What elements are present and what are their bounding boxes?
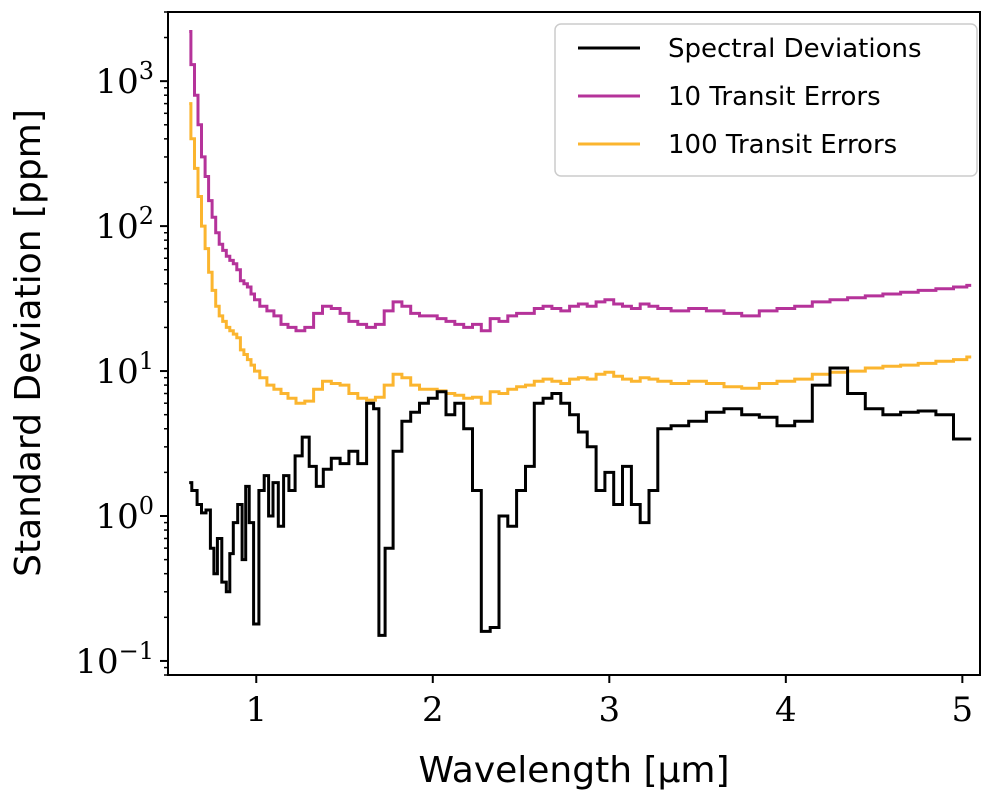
x-axis-label: Wavelength [µm] bbox=[418, 750, 729, 791]
series-line-10-transit-errors bbox=[189, 30, 972, 333]
x-tick-label: 2 bbox=[422, 690, 444, 730]
x-tick-label: 3 bbox=[598, 690, 620, 730]
legend-label: 10 Transit Errors bbox=[668, 82, 881, 112]
x-tick-label: 4 bbox=[775, 690, 797, 730]
y-axis: 10−1 100 101 102 103 bbox=[75, 11, 168, 682]
legend-box bbox=[554, 23, 978, 177]
legend: Spectral Deviations 10 Transit Errors 100 … bbox=[554, 23, 978, 177]
legend-label: Spectral Deviations bbox=[668, 34, 922, 64]
x-tick-label: 5 bbox=[952, 690, 974, 730]
y-tick-label: 103 bbox=[95, 57, 154, 102]
y-tick-label: 10−1 bbox=[75, 637, 154, 682]
y-axis-label: Standard Deviation [ppm] bbox=[8, 109, 49, 577]
series-layer bbox=[189, 30, 972, 637]
legend-label: 100 Transit Errors bbox=[668, 130, 897, 160]
y-tick-label: 102 bbox=[95, 202, 154, 247]
series-line-spectral-deviations bbox=[189, 366, 972, 637]
plot-frame bbox=[167, 11, 981, 676]
x-tick-label: 1 bbox=[245, 690, 267, 730]
y-tick-label: 100 bbox=[95, 492, 154, 537]
x-axis: 1 2 3 4 5 bbox=[245, 675, 973, 730]
y-tick-label: 101 bbox=[95, 347, 154, 392]
series-line-100-transit-errors bbox=[189, 102, 972, 405]
